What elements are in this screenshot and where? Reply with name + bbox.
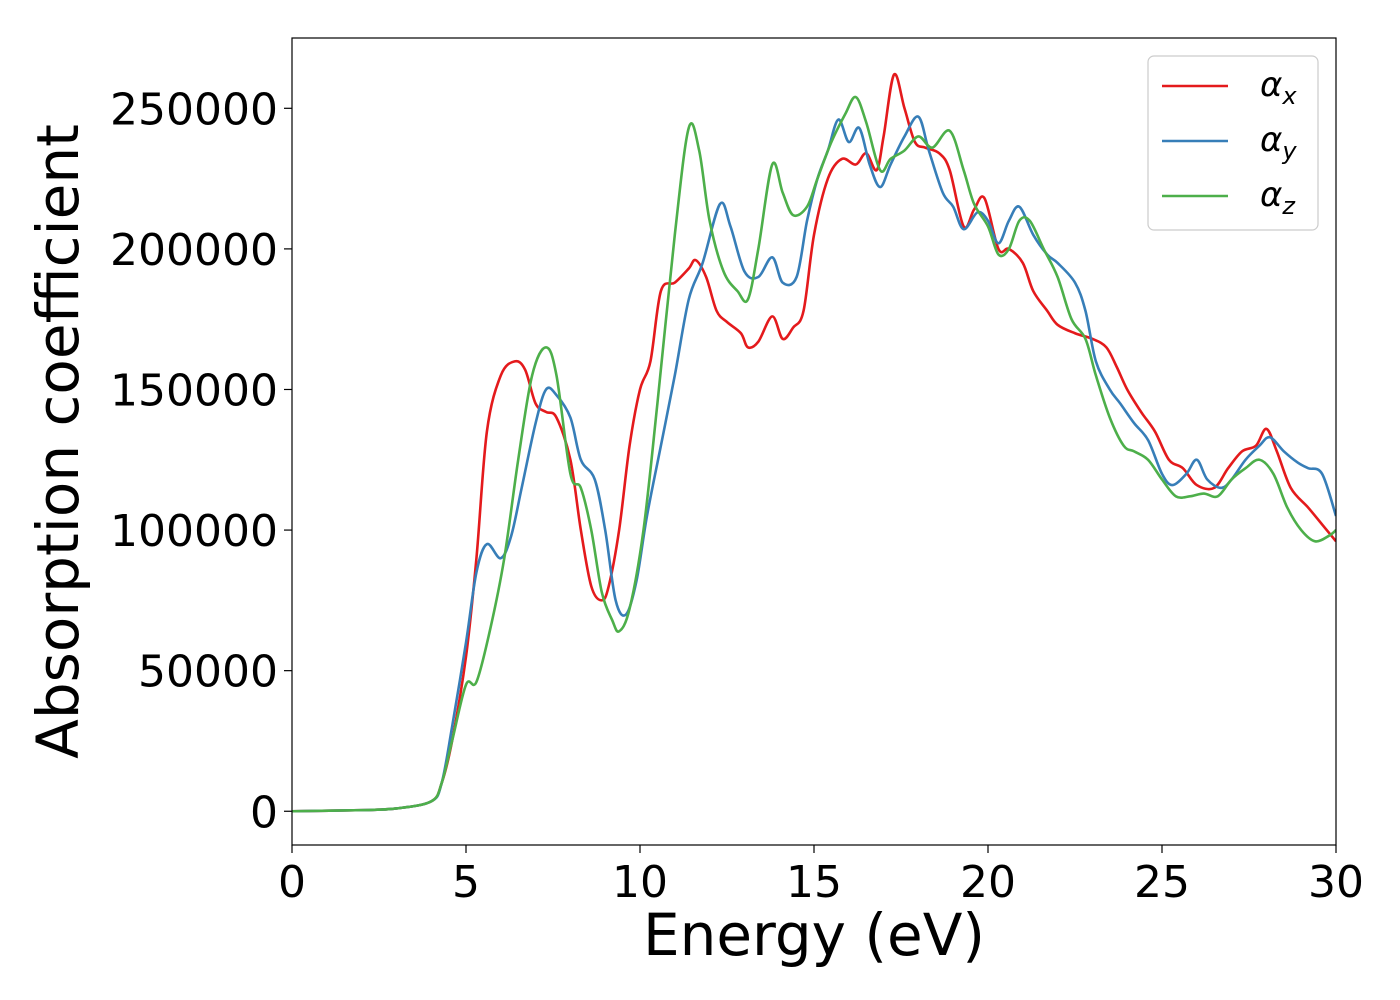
x-tick-label: 10 <box>612 857 668 908</box>
y-axis-label: Absorption coefficient <box>24 124 92 759</box>
y-tick-label: 50000 <box>138 647 278 698</box>
x-tick-label: 25 <box>1134 857 1190 908</box>
y-tick-label: 100000 <box>110 506 278 557</box>
legend: αx αy αz <box>1147 55 1319 231</box>
x-tick-label: 30 <box>1308 857 1364 908</box>
series-line-z <box>292 95 1336 813</box>
series-layer <box>292 72 1336 813</box>
legend-box <box>1147 55 1319 231</box>
legend-label-x: αx <box>1260 65 1297 110</box>
x-tick-label: 0 <box>278 857 306 908</box>
legend-label-z: αz <box>1260 175 1296 220</box>
x-tick-label: 15 <box>786 857 842 908</box>
series-line-y <box>292 115 1336 813</box>
y-tick-label: 150000 <box>110 365 278 416</box>
y-tick-label: 0 <box>250 787 278 838</box>
legend-label-y: αy <box>1260 120 1297 165</box>
y-tick-label: 250000 <box>110 84 278 135</box>
x-tick-label: 20 <box>960 857 1016 908</box>
series-line-x <box>292 72 1336 813</box>
x-axis-label: Energy (eV) <box>643 901 985 969</box>
x-axis-ticks: 0 5 10 15 20 25 30 <box>278 845 1364 908</box>
x-tick-label: 5 <box>452 857 480 908</box>
y-axis-ticks: 0 50000 100000 150000 200000 250000 <box>110 84 292 838</box>
y-tick-label: 200000 <box>110 225 278 276</box>
